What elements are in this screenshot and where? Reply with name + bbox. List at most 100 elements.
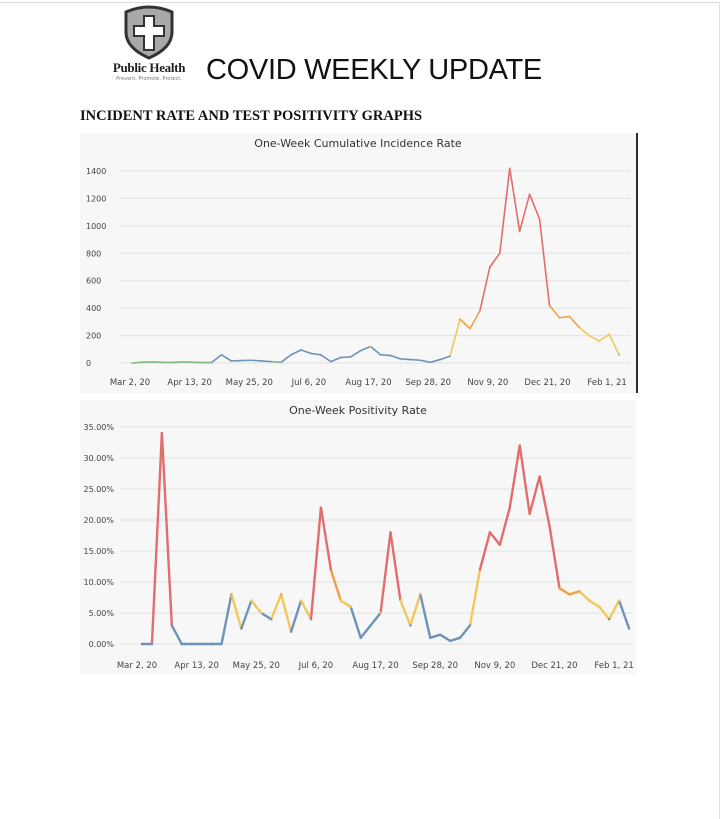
x-tick-label: May 25, 20 [233,661,280,671]
line-segment [518,193,531,233]
data-point [279,593,283,596]
y-tick-label: 200 [86,332,101,341]
data-point [170,624,174,627]
x-tick-label: May 25, 20 [226,378,273,388]
line-segment [449,318,461,357]
line-segment [359,624,372,640]
data-point [150,642,154,646]
data-point [618,353,620,356]
x-tick-label: Nov 9, 20 [467,378,508,388]
line-segment [439,355,451,361]
data-point [469,327,471,330]
data-point [330,360,332,363]
line-segment [260,360,272,363]
data-point [429,636,432,639]
line-segment [170,361,183,364]
data-point [309,618,313,621]
data-point [230,593,233,596]
line-segment [270,360,282,364]
data-point [399,599,402,602]
line-segment [489,252,501,268]
data-point [299,599,303,602]
line-segment [538,475,551,528]
line-segment [568,315,581,329]
x-tick-label: Sep 28, 20 [405,378,451,388]
line-segment [339,599,352,609]
data-point [180,361,183,363]
x-tick-label: Feb 1, 21 [587,378,626,388]
line-segment [528,475,541,516]
line-segment [160,432,174,627]
public-health-shield-logo [124,5,174,60]
line-segment [289,599,303,633]
line-segment [290,349,302,356]
data-point [598,605,601,608]
line-segment [548,524,561,590]
data-point [598,340,600,342]
line-segment [548,304,561,319]
data-point [458,636,462,639]
line-segment [578,590,591,602]
data-point [409,358,412,361]
line-segment [518,444,531,516]
line-segment [439,633,452,643]
data-point [270,618,273,621]
data-point [280,361,282,364]
line-segment [379,353,392,357]
line-segment [230,593,243,630]
line-segment [389,354,402,360]
data-point [478,568,482,571]
y-tick-label: 15.00% [83,547,114,556]
line-segment [369,611,382,627]
line-segment [131,361,143,364]
data-point [419,359,422,362]
data-point [558,587,561,590]
data-point [310,352,312,355]
data-point [459,318,461,320]
data-point [548,525,551,528]
line-segment [598,333,610,342]
line-segment [479,266,491,312]
line-segment [260,611,273,621]
line-segment [459,318,471,330]
logo-text: Public Health [112,60,186,75]
line-segment [330,356,342,363]
data-point [439,358,441,361]
data-point [349,605,352,608]
line-segment [528,193,541,220]
page-top-border [0,2,720,3]
line-segment [349,349,362,358]
line-segment [508,444,521,509]
line-segment [498,506,511,547]
data-point [578,326,581,329]
chart-title: One-Week Positivity Rate [289,404,427,417]
y-tick-label: 400 [86,304,101,313]
line-segment [558,315,571,319]
line-segment [588,334,600,342]
y-tick-label: 30.00% [83,454,114,463]
data-point [449,355,451,357]
data-point [359,349,362,352]
positivity-rate-chart: One-Week Positivity Rate 0.00% 5.00% 10.00%… [80,400,636,674]
y-tick-label: 1400 [86,167,106,176]
data-point [518,230,521,233]
line-segment [240,599,253,630]
y-tick-label: 1000 [86,222,106,231]
data-point [220,353,223,356]
line-segment [320,353,332,363]
data-point [260,611,263,615]
line-segment [399,358,412,361]
logo-tagline: Prevent. Promote. Protect. [116,76,182,82]
line-segment [389,531,402,602]
y-tick-label: 35.00% [83,423,114,432]
data-point [498,543,502,546]
line-segment [379,531,392,615]
data-point [339,599,342,602]
data-point [439,633,442,636]
data-point [230,360,233,362]
line-segment [468,568,482,627]
line-segment [598,605,611,621]
line-segment [250,599,263,615]
x-tick-label: Dec 21, 20 [524,378,570,388]
line-segment [588,599,601,609]
